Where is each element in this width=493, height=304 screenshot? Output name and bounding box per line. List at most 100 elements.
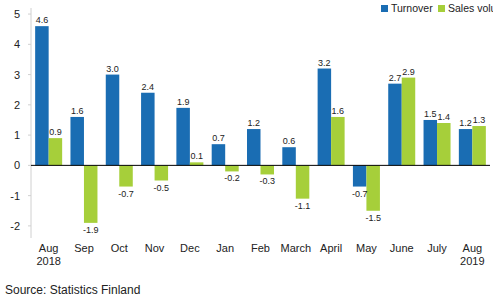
x-tick-label-line: 2018 [36,255,60,267]
x-tick-label-line: May [356,242,377,254]
x-tick-label: Dec [180,242,200,254]
y-tick-label: 3 [14,69,20,81]
data-label: -0.7 [118,189,134,199]
legend: Turnover Sales volume [381,2,493,14]
data-label: 1.6 [332,106,345,116]
legend-label: Sales volume [448,2,493,14]
x-tick-label: May [356,242,377,254]
data-label: 2.4 [142,82,155,92]
bar [35,26,49,165]
data-label: 3.0 [106,64,119,74]
bar [155,165,169,180]
data-labels: 4.61.63.02.41.90.71.20.63.2-0.72.71.51.2… [36,15,486,235]
bar [318,69,332,166]
x-tick-label: Jan [216,242,234,254]
bar [472,126,486,165]
data-label: 0.7 [212,133,225,143]
x-tick-label-line: Oct [111,242,128,254]
data-label: -0.7 [352,189,368,199]
x-tick-label: March [281,242,312,254]
x-tick-label: Nov [145,242,165,254]
x-tick-label-line: March [281,242,312,254]
x-tick-label: April [320,242,342,254]
data-label: 1.9 [177,97,190,107]
data-label: 2.9 [402,67,415,77]
bar [366,165,380,210]
x-tick-label-line: Sep [74,242,94,254]
zero-line [31,165,490,166]
bar [49,138,63,165]
bars [35,26,486,223]
y-tick-label: 0 [14,159,20,171]
data-label: 0.1 [190,151,203,161]
y-tick [28,135,31,136]
data-label: 4.6 [36,15,49,25]
bar [402,78,416,166]
legend-swatch [438,5,445,12]
legend-label: Turnover [391,2,433,14]
bar [282,147,296,165]
bar [119,165,132,186]
y-tick [28,165,31,166]
bar [84,165,98,223]
x-tick-label-line: 2019 [460,255,484,267]
y-tick [28,104,31,105]
bar [424,120,438,165]
bar [261,165,275,174]
bar [141,93,155,166]
x-tick-label-line: Aug [39,242,59,254]
x-tick-label: Sep [74,242,94,254]
x-tick-label: Aug2019 [460,242,484,267]
data-label: 1.5 [424,109,437,119]
bar [437,123,451,165]
legend-swatch [381,5,388,12]
source: Source: Statistics Finland [5,283,140,297]
y-tick-label: 4 [14,38,20,50]
data-label: 1.2 [247,118,260,128]
bar [331,117,345,165]
y-tick [28,74,31,75]
y-tick [28,44,31,45]
data-label: 1.4 [438,112,451,122]
x-tick-label-line: Dec [180,242,200,254]
x-tick-label: Feb [251,242,270,254]
x-tick-label: June [390,242,414,254]
data-label: 3.2 [318,58,331,68]
y-tick-label: -1 [10,190,20,202]
bar [247,129,261,165]
x-tick-label-line: Aug [463,242,483,254]
x-tick-label: Aug2018 [36,242,60,267]
x-tick-label-line: Nov [145,242,165,254]
chart: -2 -1 0 1 2 3 4 5 4.6 1.6 3.0 2.4 1.9 0.7 1.2 0.6 3.2 -0.… [0,0,493,304]
bar [388,84,402,166]
bar [225,165,239,171]
x-tick-label-line: April [320,242,342,254]
data-label: -1.1 [295,201,311,211]
data-label: 1.3 [473,115,486,125]
y-tick-label: 2 [14,99,20,111]
y-tick-label: 1 [14,129,20,141]
bar [176,108,190,166]
y-axis-line [31,8,32,238]
x-tick-label: July [427,242,447,254]
bar [459,129,473,165]
x-tick-label: Oct [111,242,128,254]
bar [70,117,84,165]
bar [296,165,310,198]
bar [106,75,120,166]
x-tick-label-line: Feb [251,242,270,254]
data-label: -0.2 [224,173,240,183]
data-label: -1.9 [83,225,99,235]
x-tick-label-line: June [390,242,414,254]
data-label: -0.3 [259,176,275,186]
y-tick-label: 5 [14,8,20,20]
y-tick [28,225,31,226]
y-tick-label: -2 [10,220,20,232]
data-label: 0.6 [283,136,296,146]
data-label: 1.6 [71,106,84,116]
data-label: -0.5 [154,183,170,193]
data-label: 2.7 [389,73,402,83]
data-label: -1.5 [365,213,381,223]
data-label: 0.9 [49,127,62,137]
bar [212,144,226,165]
